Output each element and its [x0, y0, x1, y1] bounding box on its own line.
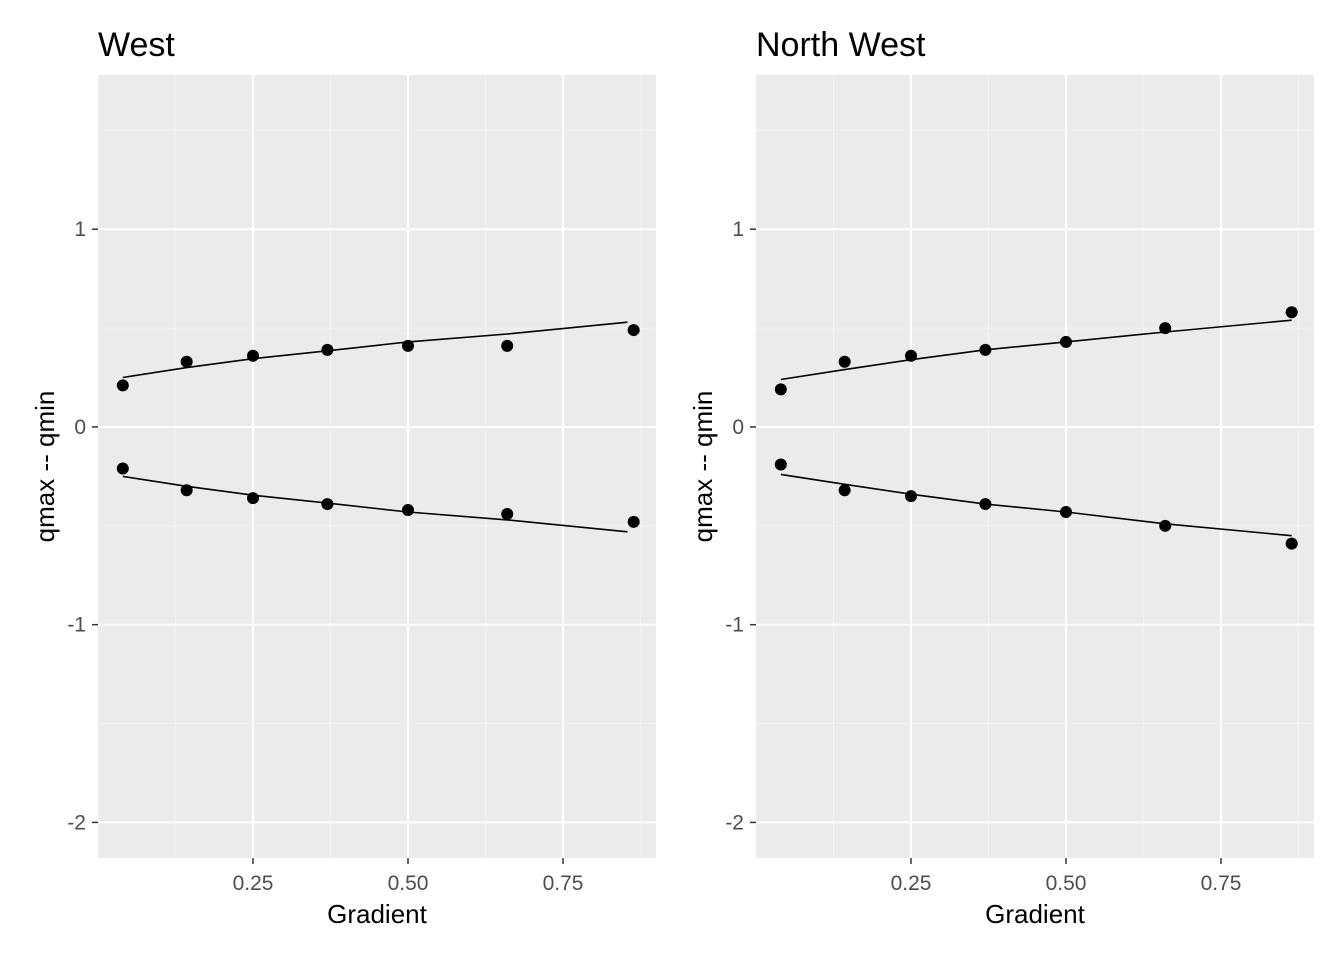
data-point	[116, 379, 129, 392]
y-tick-label: 0	[74, 416, 86, 439]
x-tick-label: 0.25	[233, 872, 274, 895]
y-tick-label: -1	[67, 614, 86, 637]
data-point	[838, 484, 851, 497]
data-point	[627, 324, 640, 337]
data-point	[627, 515, 640, 528]
data-point	[905, 349, 917, 362]
x-tick-label: 0.50	[388, 872, 429, 895]
data-point	[774, 383, 787, 396]
data-point	[402, 504, 414, 516]
y-tick-label: -2	[725, 811, 744, 834]
x-tick-label: 0.25	[891, 872, 932, 895]
data-point	[1285, 537, 1298, 550]
data-point	[979, 343, 992, 356]
y-axis-title: qmax -- qmin	[30, 391, 60, 543]
chart-title: North West	[756, 26, 926, 64]
data-point	[402, 339, 414, 352]
data-point	[979, 498, 992, 511]
y-axis-title: qmax -- qmin	[688, 391, 718, 543]
data-point	[838, 355, 851, 368]
data-point	[1285, 306, 1298, 319]
y-tick-label: -2	[67, 811, 86, 834]
panel-background	[756, 75, 1314, 858]
data-point	[1060, 335, 1072, 348]
y-tick-label: 0	[732, 416, 744, 439]
data-point	[247, 349, 259, 362]
chart-title: West	[98, 26, 175, 64]
data-point	[905, 490, 917, 503]
panel-background	[98, 75, 656, 858]
data-point	[1060, 505, 1072, 518]
y-tick-label: 1	[74, 218, 86, 241]
data-point	[501, 339, 514, 352]
y-tick-label: 1	[732, 218, 744, 241]
data-point	[180, 355, 193, 368]
x-axis-title: Gradient	[985, 899, 1085, 929]
x-axis-title: Gradient	[327, 899, 427, 929]
data-point	[1159, 322, 1172, 335]
y-tick-label: -1	[725, 614, 744, 637]
x-tick-label: 0.50	[1046, 872, 1087, 895]
data-point	[116, 462, 129, 475]
x-tick-label: 0.75	[543, 872, 584, 895]
data-point	[247, 492, 259, 505]
data-point	[321, 343, 334, 356]
data-point	[1159, 519, 1172, 532]
data-point	[180, 484, 193, 497]
chart-panel: 0.25 0.50 0.75 -2 -1 0 1 North West Gradient qmax…	[688, 26, 1314, 929]
x-tick-label: 0.75	[1201, 872, 1242, 895]
chart-panel: 0.25 0.50 0.75 -2 -1 0 1 West Gradient qmax -- qm…	[30, 26, 656, 929]
data-point	[774, 458, 787, 471]
data-point	[501, 507, 514, 520]
data-point	[321, 498, 334, 511]
